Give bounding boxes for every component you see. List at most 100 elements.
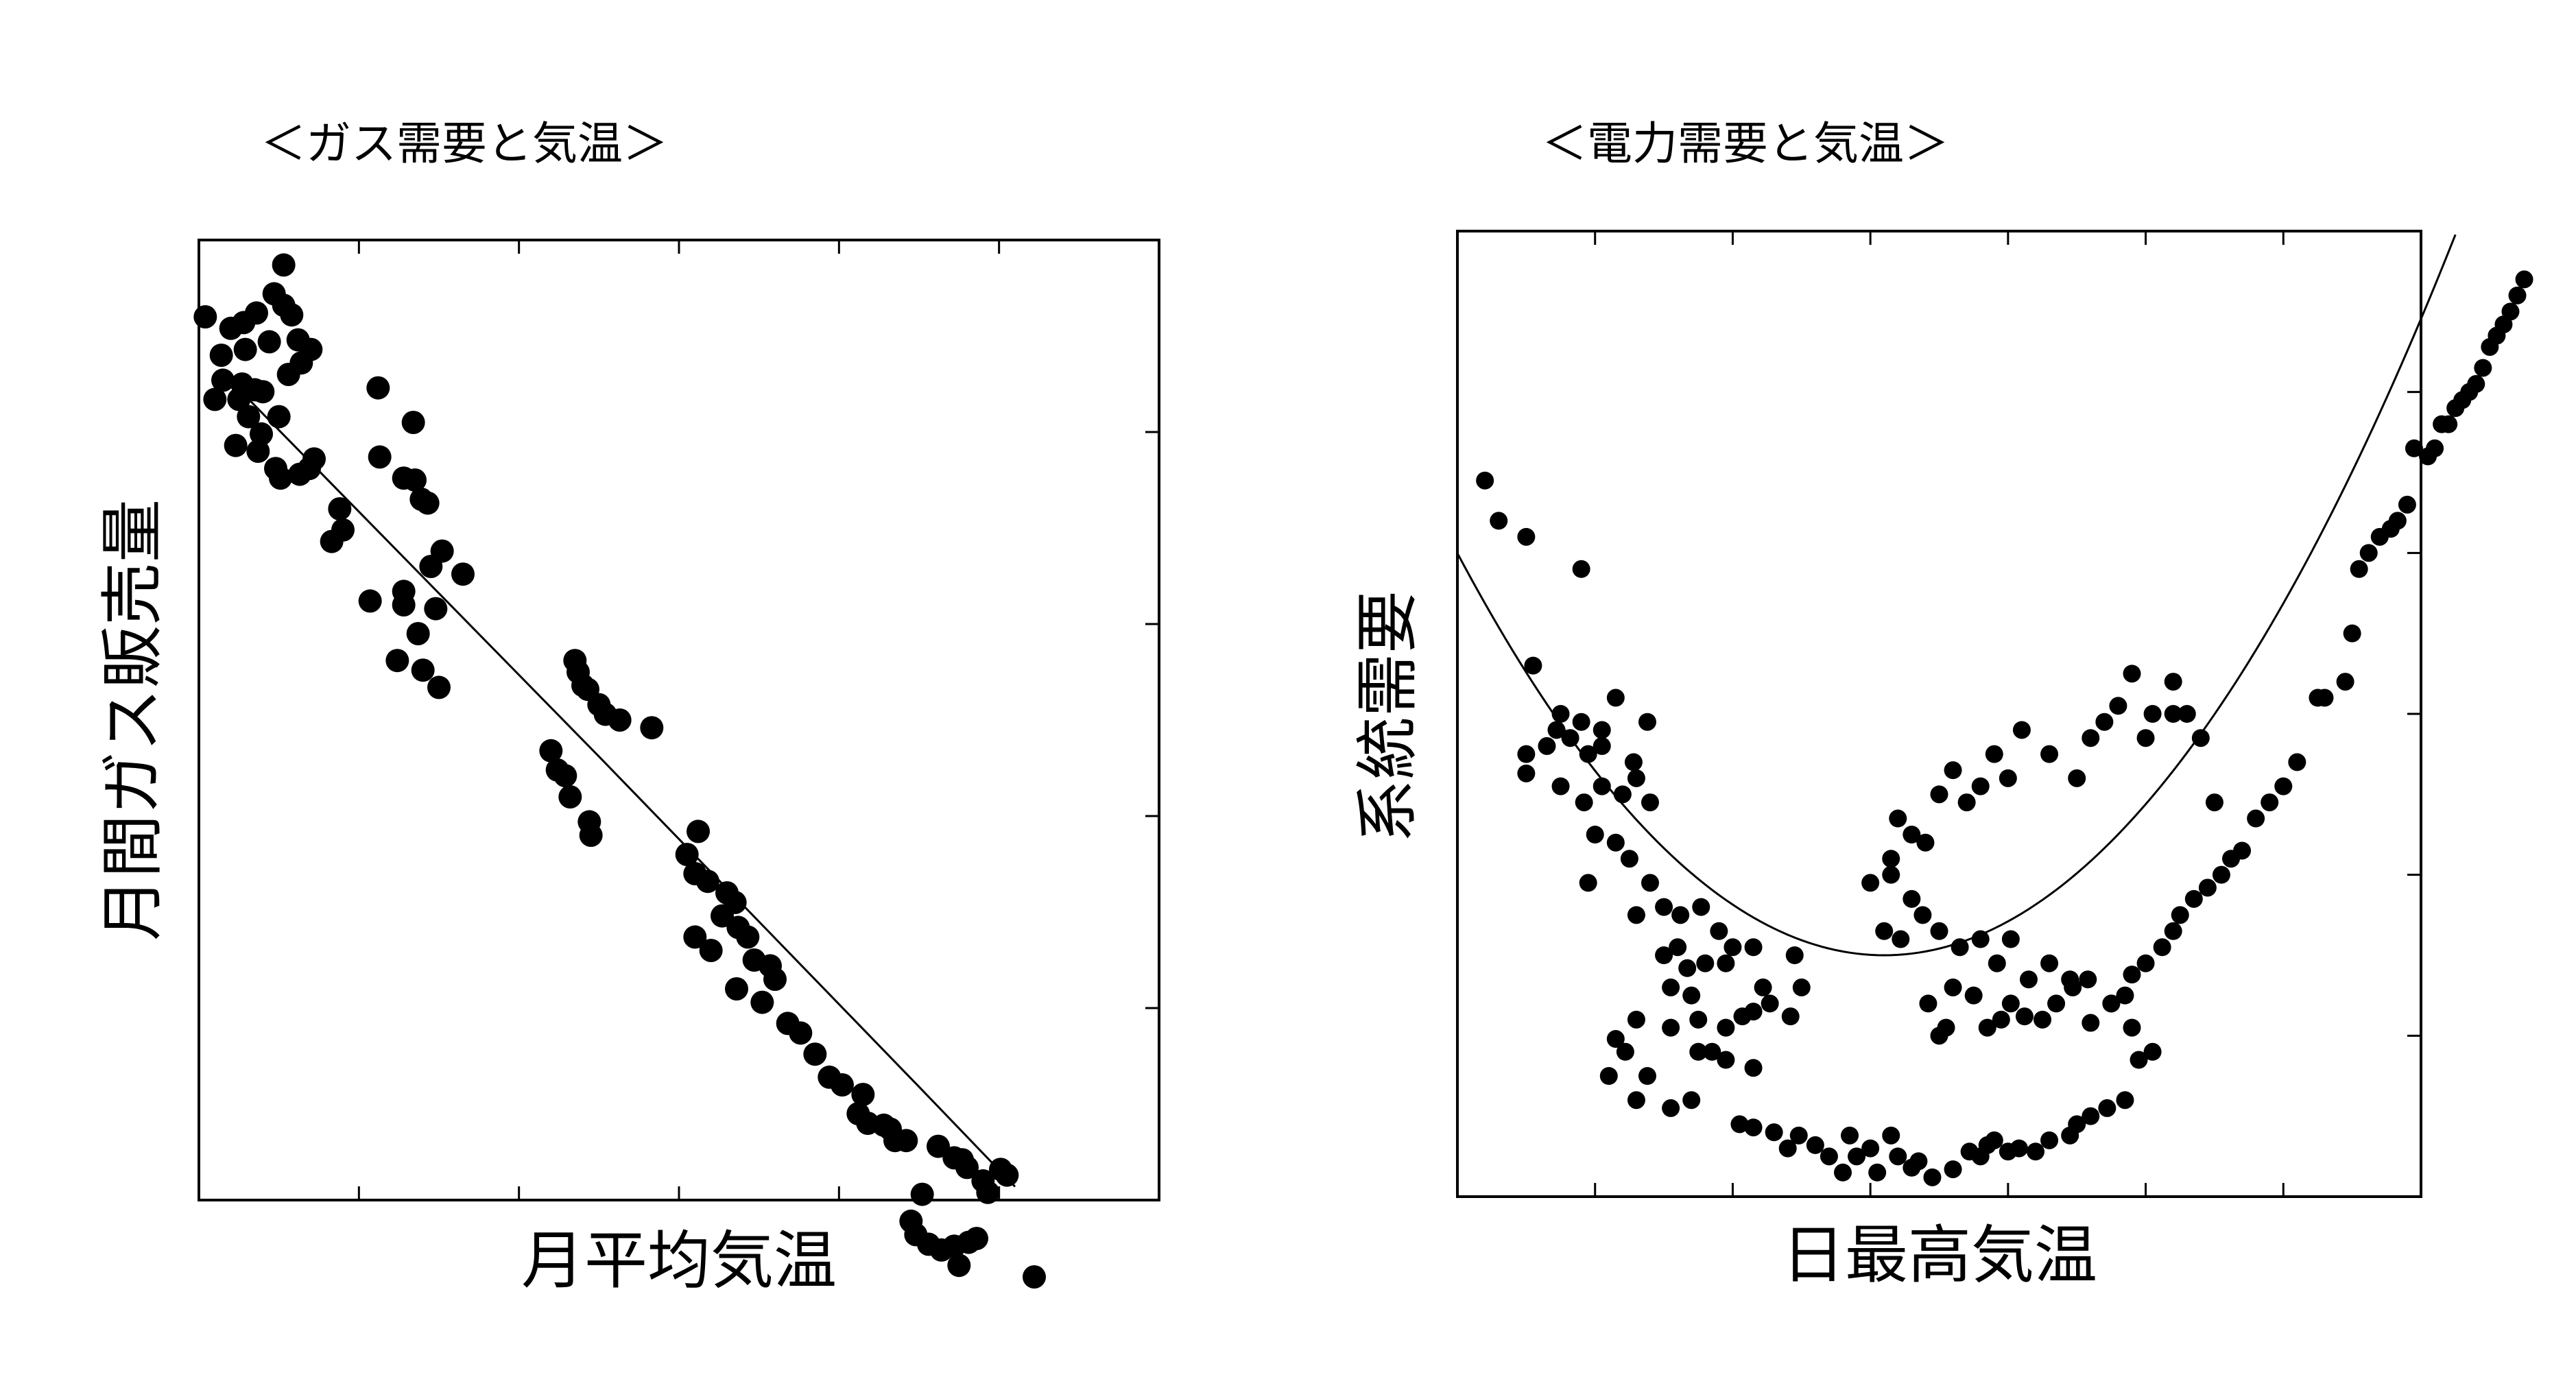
gas-x-axis-label: 月平均気温 <box>521 1224 837 1297</box>
power-data-point-137 <box>2198 878 2217 897</box>
power-data-point-91 <box>2040 1131 2059 1149</box>
power-data-point-144 <box>2288 753 2306 771</box>
gas-data-points <box>193 253 1046 1289</box>
gas-data-point-16 <box>227 387 251 411</box>
power-data-point-120 <box>1964 986 1983 1005</box>
power-data-point-28 <box>1620 850 1638 868</box>
power-data-point-159 <box>1999 769 2017 787</box>
gas-data-point-98 <box>955 1156 979 1180</box>
gas-data-point-70 <box>696 870 719 894</box>
power-data-point-33 <box>1655 946 1673 964</box>
power-data-point-67 <box>1744 1118 1763 1137</box>
power-data-point-49 <box>1662 978 1680 996</box>
power-data-point-17 <box>1579 745 1597 763</box>
gas-data-point-47 <box>392 593 416 616</box>
gas-data-point-84 <box>789 1021 813 1045</box>
power-data-point-78 <box>1882 1126 1900 1145</box>
power-data-point-66 <box>1730 1115 1749 1134</box>
power-data-point-188 <box>2474 359 2492 377</box>
gas-data-point-9 <box>257 330 281 354</box>
power-data-point-32 <box>1671 906 1690 924</box>
gas-data-point-44 <box>451 562 475 586</box>
power-data-point-135 <box>2171 906 2189 924</box>
power-data-point-164 <box>1930 785 1948 804</box>
gas-data-point-28 <box>269 466 292 490</box>
gas-axis-ticks <box>357 240 1159 1200</box>
power-data-point-103 <box>2040 954 2059 972</box>
gas-data-point-41 <box>320 529 344 553</box>
power-data-point-6 <box>1551 705 1570 723</box>
power-data-point-143 <box>2274 777 2293 795</box>
power-data-point-31 <box>1627 906 1645 924</box>
power-data-point-112 <box>1875 922 1894 940</box>
gas-data-point-94 <box>894 1129 918 1153</box>
power-data-point-15 <box>1547 721 1566 739</box>
gas-data-point-39 <box>328 497 352 520</box>
power-data-point-193 <box>2508 286 2527 304</box>
gas-data-point-61 <box>539 739 563 763</box>
power-data-point-50 <box>1682 986 1701 1005</box>
power-data-point-36 <box>1710 922 1728 940</box>
power-data-point-131 <box>2123 966 2141 984</box>
power-data-point-116 <box>1919 994 1937 1013</box>
power-data-point-98 <box>2143 1042 2162 1061</box>
power-data-point-109 <box>1930 922 1948 940</box>
gas-data-point-48 <box>424 597 448 621</box>
power-data-point-59 <box>1606 1030 1625 1049</box>
power-data-point-155 <box>2082 729 2100 747</box>
power-data-point-111 <box>1892 930 1910 948</box>
power-data-point-171 <box>2336 673 2354 691</box>
gas-data-point-82 <box>750 990 774 1014</box>
gas-data-point-66 <box>579 824 603 847</box>
gas-data-point-80 <box>763 968 787 991</box>
gas-data-point-64 <box>558 785 582 809</box>
power-data-point-2 <box>1490 512 1508 530</box>
power-data-point-24 <box>1575 793 1593 812</box>
power-data-point-11 <box>1638 713 1656 731</box>
power-data-point-81 <box>1909 1152 1928 1171</box>
power-data-point-165 <box>1916 833 1935 852</box>
power-data-point-55 <box>1744 1059 1763 1077</box>
power-data-point-48 <box>1678 959 1697 977</box>
power-data-point-168 <box>1882 850 1900 868</box>
power-data-point-9 <box>1606 688 1625 707</box>
gas-chart-title: ＜ガス需要と気温＞ <box>261 117 668 170</box>
gas-data-point-11 <box>233 337 257 361</box>
power-data-point-72 <box>1820 1147 1838 1166</box>
gas-data-point-34 <box>403 468 427 492</box>
power-data-point-105 <box>2001 930 2020 948</box>
power-data-point-30 <box>1655 898 1673 916</box>
power-data-point-147 <box>2164 705 2182 723</box>
power-data-point-177 <box>2388 512 2407 530</box>
power-data-point-14 <box>1538 737 1556 755</box>
power-data-point-89 <box>2009 1139 2028 1158</box>
power-data-point-18 <box>1593 777 1611 795</box>
power-data-point-104 <box>2019 970 2038 989</box>
power-data-point-83 <box>1944 1160 1962 1179</box>
gas-y-axis-label: 月間ガス販売量 <box>96 499 169 941</box>
power-data-point-60 <box>1599 1067 1618 1085</box>
power-data-point-79 <box>1889 1147 1907 1166</box>
power-data-point-69 <box>1789 1126 1808 1145</box>
gas-data-point-46 <box>358 589 382 613</box>
power-data-point-127 <box>2064 978 2082 996</box>
power-data-point-123 <box>2001 994 2020 1013</box>
gas-data-point-103 <box>910 1182 934 1206</box>
gas-data-point-25 <box>224 433 248 457</box>
power-data-point-39 <box>1785 946 1804 964</box>
power-data-point-74 <box>1848 1147 1866 1166</box>
power-data-point-132 <box>2136 954 2155 972</box>
gas-data-point-59 <box>593 702 617 726</box>
power-data-point-42 <box>1781 1007 1800 1026</box>
gas-trendline <box>246 396 1016 1188</box>
power-data-point-20 <box>1627 769 1645 787</box>
gas-data-point-112 <box>1023 1265 1046 1289</box>
gas-data-point-15 <box>203 387 227 411</box>
power-data-point-73 <box>1841 1126 1859 1145</box>
power-data-point-96 <box>2116 1091 2134 1110</box>
power-data-point-75 <box>1834 1163 1852 1182</box>
power-data-point-145 <box>2205 793 2223 812</box>
gas-data-point-51 <box>411 658 435 682</box>
power-data-point-161 <box>1971 777 1990 795</box>
power-data-point-119 <box>1944 978 1962 996</box>
